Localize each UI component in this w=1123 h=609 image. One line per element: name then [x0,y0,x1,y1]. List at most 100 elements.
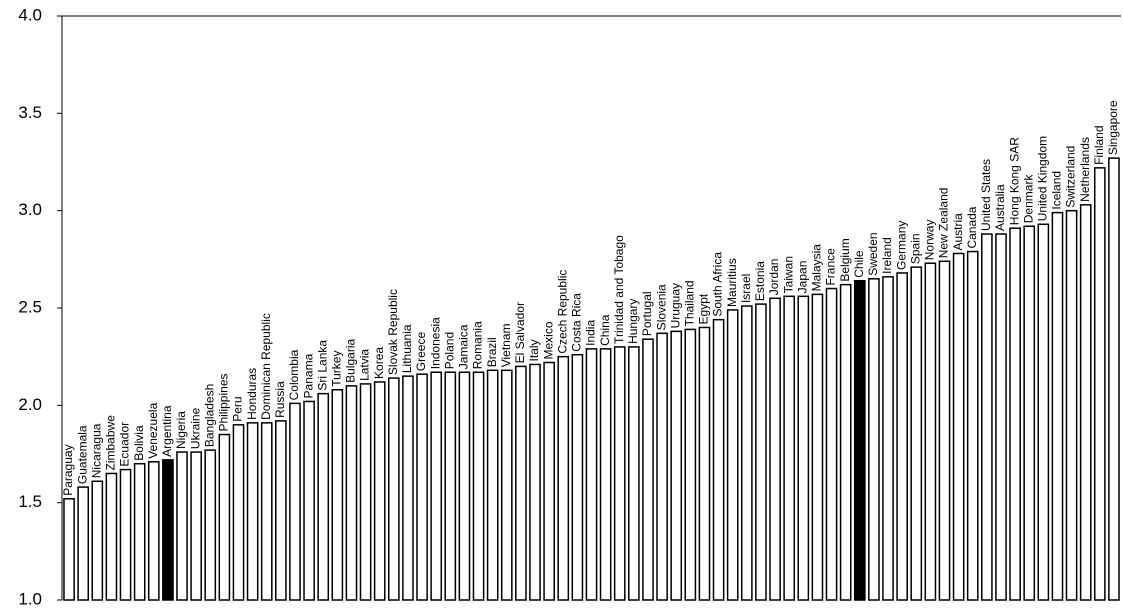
category-label: United States [979,159,993,231]
bar [133,462,146,601]
bar [966,250,979,601]
bar [740,305,753,601]
bar [486,369,499,601]
category-label: Czech Republic [555,270,569,354]
category-label: Australia [993,184,1007,231]
bar [656,332,668,601]
bar [698,326,711,601]
bar [783,295,796,601]
bar [119,468,132,601]
bar [938,260,951,601]
bar [755,303,767,601]
bar [896,272,908,601]
category-label: Trinidad and Tobago [612,235,626,344]
bar [345,385,358,601]
bar [260,422,273,601]
category-label: Iceland [1050,171,1064,210]
category-label: Greece [414,332,428,372]
category-label: Colombia [287,349,301,400]
bar [868,278,880,601]
bar [642,338,654,601]
bar [204,449,217,601]
category-label: Finland [1092,125,1106,164]
category-label: Denmark [1021,174,1035,224]
category-label: Paraguay [61,444,75,495]
bar [557,355,570,601]
category-label: India [584,320,598,346]
category-label: South Africa [711,252,725,317]
bar [1051,211,1064,601]
bar [1009,227,1021,601]
bar [317,392,330,601]
bar [444,371,457,601]
bar [500,369,513,601]
bar [670,330,683,601]
bar [147,461,160,601]
category-label: Latvia [358,349,372,381]
y-tick-label: 2.5 [18,297,42,316]
bar [529,363,541,601]
bar [712,318,725,601]
bar [190,451,202,601]
category-label: Honduras [245,368,259,420]
bar [769,297,781,601]
category-label: Hong Kong SAR [1007,137,1021,225]
bar [515,365,527,601]
bar [232,424,245,601]
category-label: Lithuania [400,324,414,373]
bar [1093,167,1106,601]
y-tick-label: 1.5 [18,492,42,511]
category-label: Panama [301,353,315,398]
category-label: Zimbabwe [104,415,118,471]
category-label: Slovenia [654,284,668,330]
bar [373,381,386,601]
category-label: Russia [273,381,287,418]
bar [91,480,104,601]
bar [613,346,626,601]
category-label: Bolivia [132,425,146,461]
y-tick-label: 3.5 [18,103,42,122]
category-label: Hungary [626,299,640,344]
bar [303,400,315,601]
bar [289,402,301,601]
bar [416,373,428,601]
bar [952,252,965,601]
bar [995,233,1007,601]
bar [924,262,937,601]
category-label: China [598,314,612,346]
bar [839,283,852,601]
bar [599,348,612,601]
category-label: Switzerland [1064,146,1078,208]
bar [684,328,697,601]
bar [458,371,471,601]
bar [853,279,866,601]
category-label: Romania [471,321,485,369]
bar [543,361,555,601]
category-label: Estonia [753,261,767,301]
category-label: Egypt [697,293,711,324]
bar [77,486,90,601]
bar [105,472,118,601]
bar [1023,225,1036,601]
category-label: Ukraine [188,407,202,449]
category-label: Sweden [866,232,880,275]
bar [825,287,838,601]
category-label: Nigeria [174,411,188,449]
category-label: Venezuela [146,402,160,458]
y-tick-label: 3.0 [18,200,42,219]
bar [882,276,894,601]
bar [246,422,259,601]
bar [726,309,739,601]
category-label: Jamaica [457,324,471,369]
bar [359,383,372,601]
category-label: Chile [852,250,866,278]
category-label: New Zealand [937,188,951,259]
category-label: Taiwan [781,256,795,293]
category-label: France [824,248,838,286]
category-label: Mexico [541,321,555,359]
category-label: Netherlands [1078,137,1092,202]
bar [162,459,174,601]
category-label: Dominican Republic [259,313,273,420]
y-tick-label: 2.0 [18,395,42,414]
